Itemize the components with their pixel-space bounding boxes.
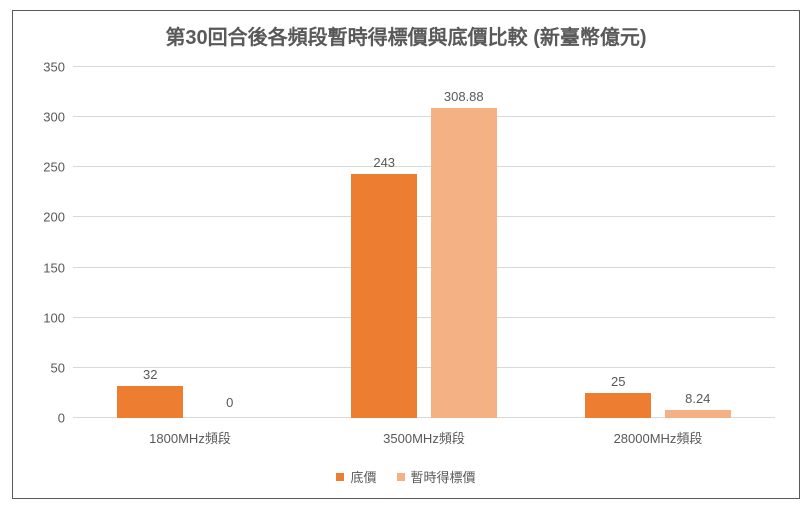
bar-group: 3500MHz頻段243308.88 xyxy=(307,67,541,418)
bar: 32 xyxy=(117,386,183,418)
legend-swatch xyxy=(336,473,344,481)
bar-value-label: 243 xyxy=(373,155,395,174)
legend-item: 底價 xyxy=(336,467,376,486)
y-tick-label: 250 xyxy=(43,160,73,175)
legend-swatch xyxy=(397,473,405,481)
legend: 底價 暫時得標價 xyxy=(13,467,799,486)
y-tick-label: 150 xyxy=(43,260,73,275)
legend-label: 底價 xyxy=(350,467,376,486)
bar: 308.88 xyxy=(431,108,497,418)
bar: 25 xyxy=(585,393,651,418)
y-tick-label: 300 xyxy=(43,110,73,125)
bar-value-label: 32 xyxy=(143,367,157,386)
y-tick-label: 350 xyxy=(43,60,73,75)
chart-frame: 第30回合後各頻段暫時得標價與底價比較 (新臺幣億元) 0 50 100 150 200… xyxy=(12,10,800,499)
bar-group: 1800MHz頻段320 xyxy=(73,67,307,418)
x-tick-label: 28000MHz頻段 xyxy=(614,418,703,447)
bar-value-label: 0 xyxy=(226,395,233,414)
legend-item: 暫時得標價 xyxy=(397,467,476,486)
bar-value-label: 308.88 xyxy=(444,89,484,108)
plot-area: 0501001502002503003501800MHz頻段3203500MHz… xyxy=(73,67,775,418)
chart-title: 第30回合後各頻段暫時得標價與底價比較 (新臺幣億元) xyxy=(13,11,799,50)
bar-value-label: 8.24 xyxy=(685,391,710,410)
legend-label: 暫時得標價 xyxy=(411,467,476,486)
bar-value-label: 25 xyxy=(611,374,625,393)
y-tick-label: 50 xyxy=(51,360,73,375)
y-tick-label: 0 xyxy=(58,411,73,426)
bar: 8.24 xyxy=(665,410,731,418)
chart-container: 第30回合後各頻段暫時得標價與底價比較 (新臺幣億元) 0 50 100 150 200… xyxy=(0,0,812,507)
x-tick-label: 3500MHz頻段 xyxy=(383,418,465,447)
bar: 243 xyxy=(351,174,417,418)
y-tick-label: 100 xyxy=(43,310,73,325)
x-tick-label: 1800MHz頻段 xyxy=(149,418,231,447)
bar-group: 28000MHz頻段258.24 xyxy=(541,67,775,418)
y-tick-label: 200 xyxy=(43,210,73,225)
